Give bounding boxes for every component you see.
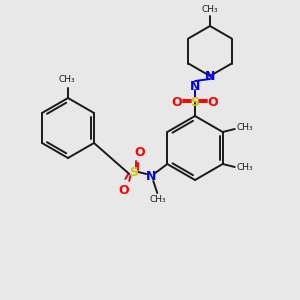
Text: S: S xyxy=(129,166,138,178)
Text: O: O xyxy=(172,95,182,109)
Text: O: O xyxy=(208,95,218,109)
Text: CH₃: CH₃ xyxy=(236,164,253,172)
Text: CH₃: CH₃ xyxy=(236,124,253,133)
Text: O: O xyxy=(134,146,145,158)
Text: CH₃: CH₃ xyxy=(150,196,166,205)
Text: CH₃: CH₃ xyxy=(202,5,218,14)
Text: N: N xyxy=(190,80,200,92)
Text: N: N xyxy=(146,169,157,182)
Text: S: S xyxy=(190,95,200,109)
Text: N: N xyxy=(205,70,215,83)
Text: O: O xyxy=(118,184,129,197)
Text: CH₃: CH₃ xyxy=(59,76,75,85)
